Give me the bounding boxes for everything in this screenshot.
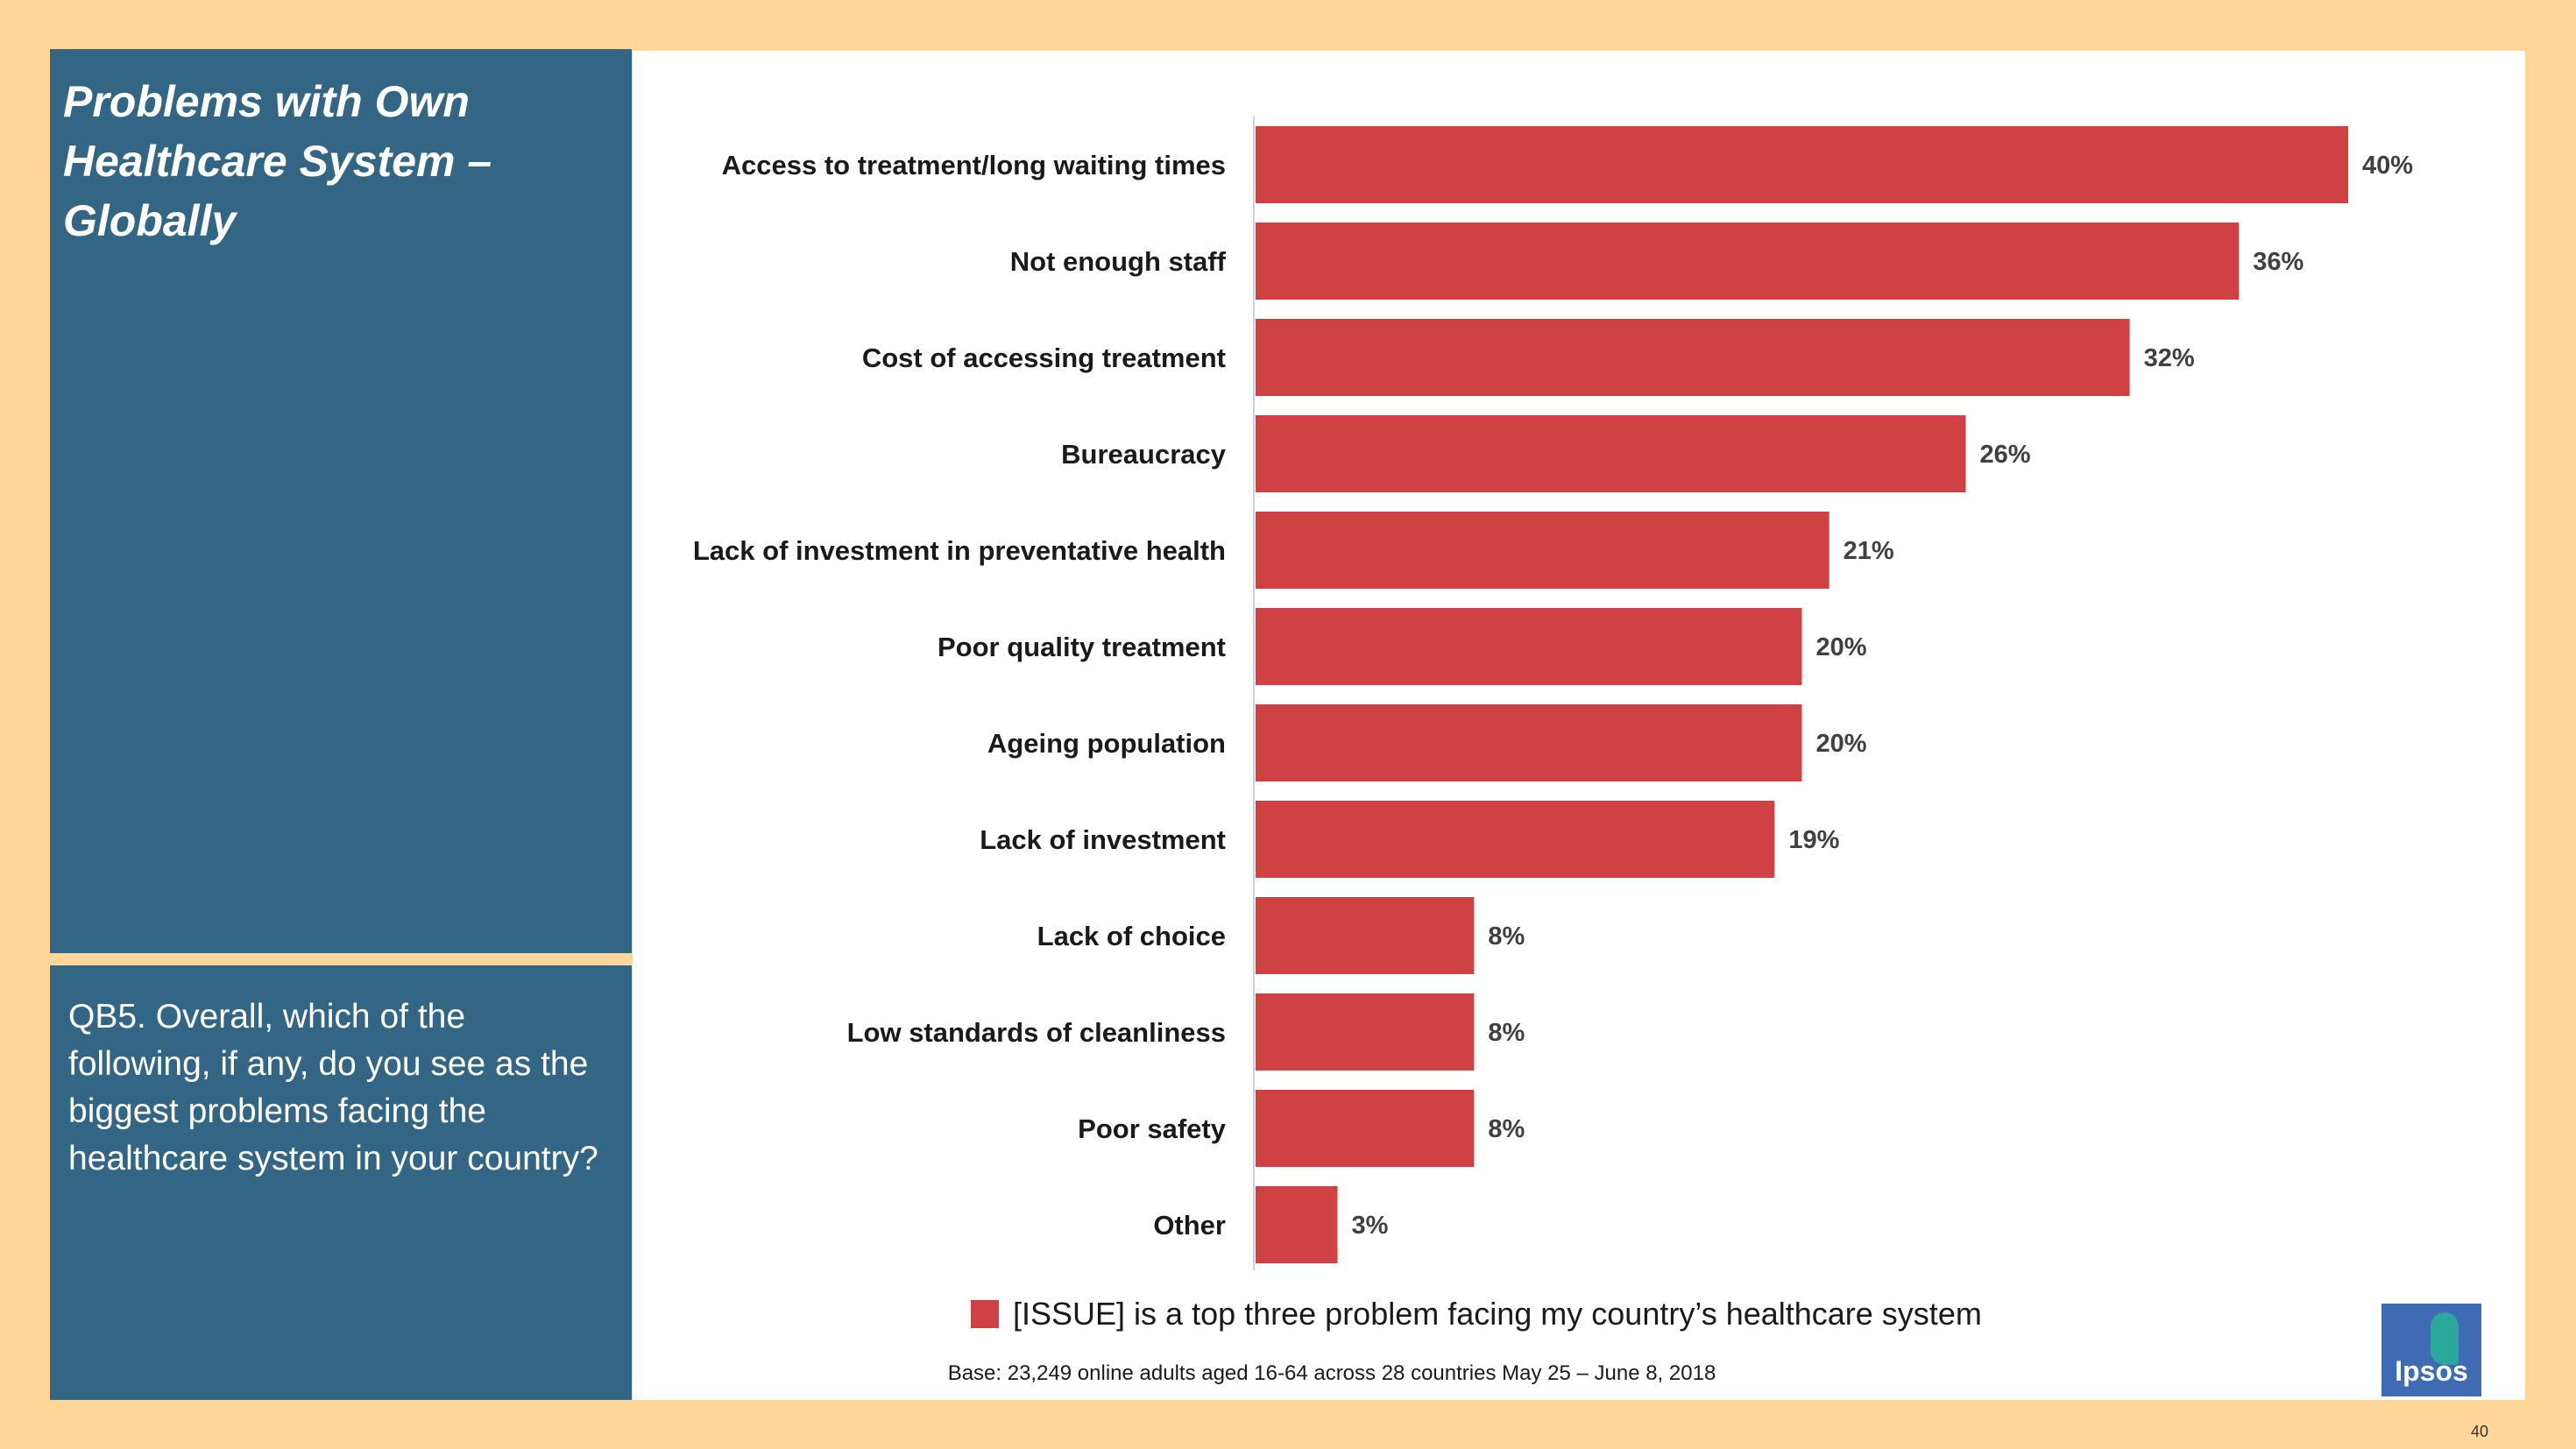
data-label: 32% [2144,344,2195,372]
data-label: 21% [1844,537,1894,565]
category-label: Lack of investment [980,824,1226,855]
bar [1256,801,1775,878]
category-label: Lack of investment in preventative healt… [693,535,1226,566]
data-label: 26% [1980,441,2031,469]
category-label: Bureaucracy [1061,439,1227,470]
data-label: 36% [2253,248,2304,276]
category-label: Not enough staff [1010,246,1227,277]
bar [1256,415,1966,492]
category-label: Poor safety [1078,1113,1227,1144]
bar [1256,1090,1475,1167]
page-number: 40 [2471,1423,2489,1440]
bar [1256,993,1475,1071]
category-label: Low standards of cleanliness [847,1017,1226,1048]
page-title: Problems with Own Healthcare System – Gl… [63,77,492,245]
ipsos-logo-icon [2431,1312,2459,1365]
question-panel [50,965,632,1400]
data-label: 8% [1488,1019,1525,1047]
category-label: Poor quality treatment [938,632,1226,662]
chart-panel: Access to treatment/long waiting times 40… [633,51,2525,1400]
bar [1256,126,2348,203]
logo-text: Ipsos [2395,1355,2468,1387]
legend-label: [ISSUE] is a top three problem facing my… [1013,1296,1982,1332]
category-label: Ageing population [987,728,1226,759]
data-label: 19% [1788,826,1839,854]
data-label: 8% [1488,922,1525,951]
data-label: 8% [1488,1115,1525,1143]
legend-swatch [971,1300,999,1328]
bar [1256,704,1802,781]
ipsos-logo: Ipsos [2381,1304,2481,1396]
base-note: Base: 23,249 online adults aged 16-64 ac… [947,1361,1716,1385]
data-label: 3% [1352,1212,1389,1240]
data-label: 40% [2362,152,2413,180]
bar [1256,897,1475,974]
legend: [ISSUE] is a top three problem facing my… [971,1293,1982,1335]
category-label: Other [1153,1210,1226,1240]
category-label: Lack of choice [1037,921,1226,951]
title-panel [50,49,632,953]
bar [1256,512,1829,589]
category-label: Access to treatment/long waiting times [722,150,1226,180]
bar [1256,608,1802,685]
question-text: QB5. Overall, which of the following, if… [68,998,598,1177]
data-label: 20% [1816,730,1867,758]
bar [1256,319,2130,396]
data-label: 20% [1816,633,1867,661]
bar-chart: Access to treatment/long waiting times 40… [693,116,2413,1270]
category-label: Cost of accessing treatment [862,343,1226,373]
bar [1256,1186,1338,1263]
bar [1256,223,2240,300]
